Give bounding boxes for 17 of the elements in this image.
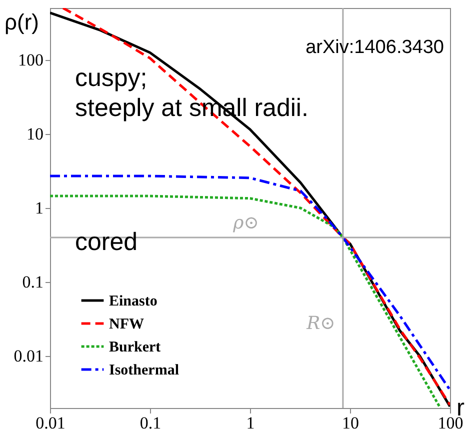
legend-label: Einasto [109,294,158,310]
y-tick-label: 1 [35,198,44,218]
x-tick-label: 10 [342,414,359,432]
y-tick-label: 100 [18,50,44,70]
y-axis-title: ρ(r) [4,10,39,34]
y-tick-label: 10 [26,124,44,144]
x-tick-label: 0.1 [140,414,162,432]
x-tick-label: 1 [246,414,255,432]
legend-label: NFW [109,316,144,332]
legend-label: Isothermal [109,362,179,378]
y-tick-label: 0.01 [14,346,44,366]
y-tick-label: 0.1 [22,272,44,292]
legend-label: Burkert [109,340,161,356]
annotation: arXiv:1406.3430 [306,37,444,58]
annotation: cored [75,228,138,256]
ref-line-label: ρ⊙ [232,212,259,234]
ref-line-label: R⊙ [306,313,336,334]
